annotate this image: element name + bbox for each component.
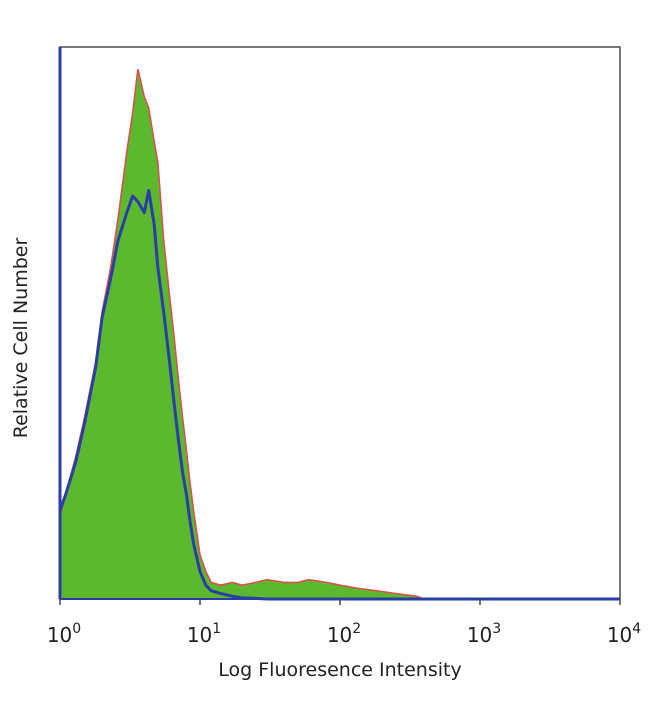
- x-tick-layer: 100 101 102 103 104: [47, 599, 641, 647]
- series-1-line: [58, 189, 620, 601]
- x-tick-base: 10: [607, 623, 632, 647]
- x-axis-title: Log Fluoresence Intensity: [218, 659, 461, 681]
- x-tick-label: 102: [327, 621, 361, 647]
- x-tick-base: 10: [187, 623, 212, 647]
- x-tick-exponent: 3: [492, 621, 501, 637]
- x-tick-exponent: 4: [632, 621, 641, 637]
- x-tick-base: 10: [327, 623, 352, 647]
- x-tick-label: 104: [607, 621, 641, 647]
- x-tick-label: 100: [47, 621, 81, 647]
- x-tick-label: 103: [467, 621, 501, 647]
- y-axis-title: Relative Cell Number: [10, 238, 32, 439]
- x-tick-exponent: 0: [72, 621, 81, 637]
- x-tick-base: 10: [47, 623, 72, 647]
- series-0-outline: [59, 68, 425, 600]
- x-tick-base: 10: [467, 623, 492, 647]
- x-tick-label: 101: [187, 621, 221, 647]
- x-tick-exponent: 1: [212, 621, 221, 637]
- x-tick-exponent: 2: [352, 621, 361, 637]
- series-layer: [58, 68, 620, 601]
